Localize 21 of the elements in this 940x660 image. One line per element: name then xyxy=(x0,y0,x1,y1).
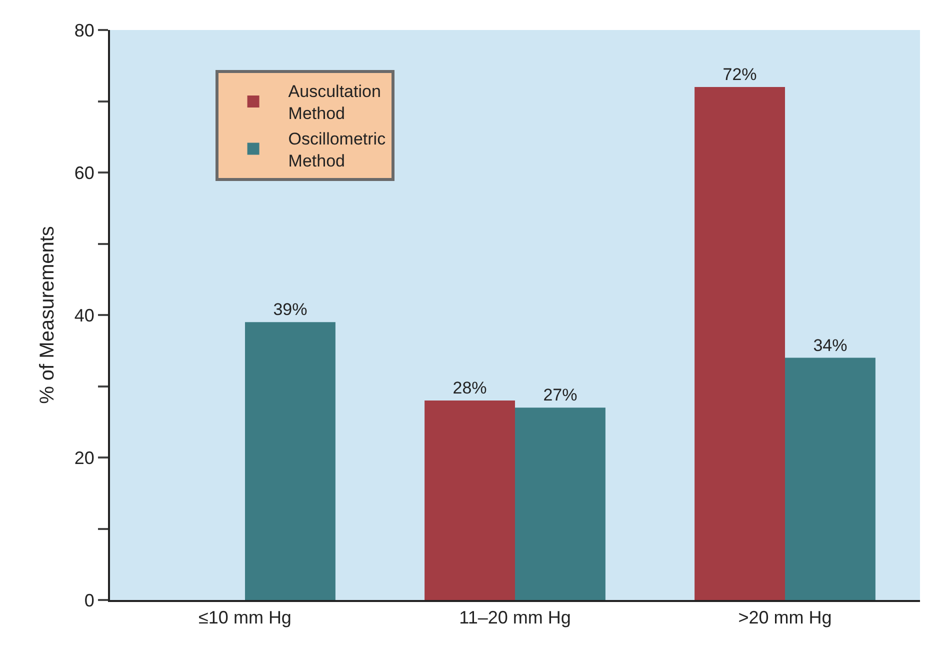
bar xyxy=(785,358,876,600)
x-tick-label: ≤10 mm Hg xyxy=(198,608,292,628)
legend-label: Auscultation Method xyxy=(288,82,381,124)
data-label: 27% xyxy=(543,386,578,405)
x-tick-label: 11–20 mm Hg xyxy=(459,608,571,628)
y-tick-label: 60 xyxy=(74,162,94,183)
y-tick-label: 20 xyxy=(74,448,94,468)
bar xyxy=(245,322,336,600)
data-label: 72% xyxy=(722,65,757,84)
data-label: 39% xyxy=(273,300,308,320)
bar xyxy=(424,400,515,600)
legend-label: Oscillometric Method xyxy=(288,129,386,170)
data-label: 34% xyxy=(813,336,848,355)
y-tick-label: 80 xyxy=(74,20,94,40)
bar xyxy=(515,408,606,600)
bar xyxy=(694,87,785,600)
x-tick-label: >20 mm Hg xyxy=(738,608,832,628)
y-tick-label: 0 xyxy=(84,590,94,610)
y-axis-title: % of Measurements xyxy=(36,226,58,404)
y-tick-label: 40 xyxy=(74,305,94,326)
data-label: 28% xyxy=(452,378,487,398)
